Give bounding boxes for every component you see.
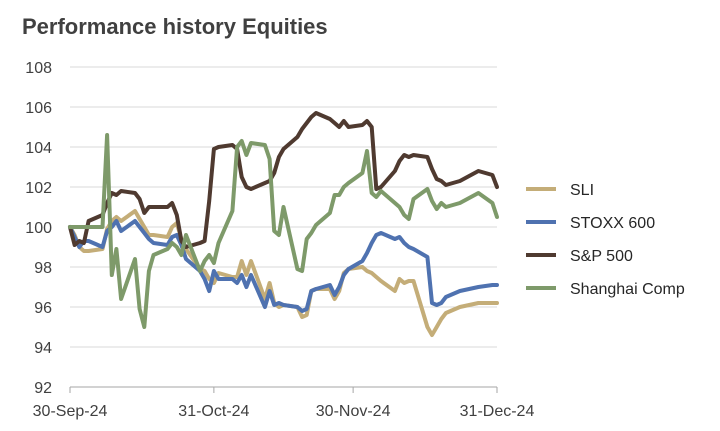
x-tick-label: 30-Sep-24 [33,403,108,420]
y-tick-label: 106 [25,100,52,117]
y-tick-label: 108 [25,60,52,77]
legend-label: Shanghai Comp [570,281,685,298]
series-lines [68,111,499,337]
legend-label: S&P 500 [570,248,633,265]
axes: 92 94 96 98 100 102 104 106 108 30-Sep-24 31-Oct-2… [25,60,534,420]
y-tick-label: 104 [25,140,52,157]
series-line-1 [68,219,499,313]
y-tick-label: 102 [25,180,52,197]
x-tick-label: 31-Dec-24 [460,403,535,420]
y-tick-label: 96 [34,300,52,317]
legend-label: STOXX 600 [570,215,655,232]
y-tick-label: 98 [34,260,52,277]
series-line-0 [68,209,499,337]
chart-title: Performance history Equities [22,14,328,39]
series-line-3 [68,133,499,329]
legend-label: SLI [570,182,594,199]
y-tick-label: 94 [34,340,52,357]
x-tick-label: 30-Nov-24 [316,403,391,420]
y-tick-label: 100 [25,220,52,237]
y-tick-label: 92 [34,380,52,397]
legend: SLI STOXX 600 S&P 500 Shanghai Comp [526,182,685,298]
x-tick-label: 31-Oct-24 [178,403,249,420]
